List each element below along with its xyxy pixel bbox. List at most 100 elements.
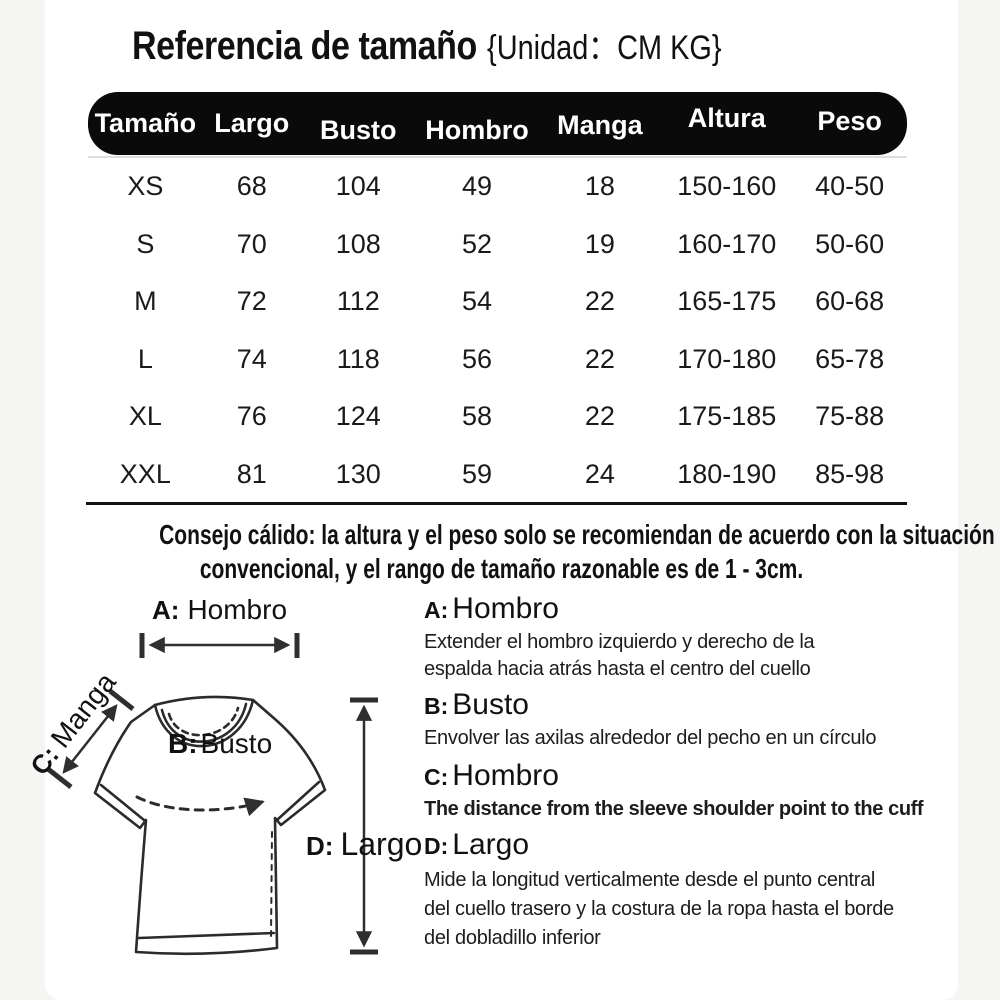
hem-line (137, 931, 276, 940)
table-cell: 72 (236, 286, 267, 317)
guide-description: Mide la longitud verticalmente desde el … (424, 869, 894, 949)
diagram-label-largo: D: Largo (306, 826, 422, 863)
table-cell: 59 (461, 458, 493, 489)
label-text: Hombro (187, 594, 288, 625)
table-cell: 76 (236, 401, 267, 432)
guide-letter: B: (424, 693, 449, 719)
diagram-label-busto: B: Busto (168, 728, 272, 760)
table-cell: 58 (461, 401, 493, 432)
table-cell: 104 (335, 171, 381, 202)
table-cell: 50-60 (815, 228, 885, 259)
left-cuff-line (99, 783, 146, 822)
guide-section-hombro: A: Hombro Extender el hombro izquierdo y… (424, 591, 972, 683)
right-cuff-line (275, 780, 321, 822)
guide-heading: C: Hombro (424, 758, 972, 795)
collar-outer (153, 698, 255, 748)
collar-back (153, 695, 255, 707)
column-header-busto: Busto (320, 115, 397, 145)
title-text: Referencia de tamaño (132, 24, 477, 68)
table-cell: 68 (236, 171, 267, 202)
table-cell: 118 (336, 343, 380, 374)
column-header-manga: Manga (557, 110, 643, 140)
warm-tip-note: Consejo cálido: la altura y el peso solo… (45, 518, 995, 586)
table-cell: 65-78 (815, 343, 885, 374)
guide-name: Busto (452, 688, 529, 721)
table-cell: 22 (584, 401, 615, 432)
bust-dashed-arrow (135, 795, 265, 817)
table-cell: 160-170 (677, 228, 777, 259)
guide-heading: A: Hombro (424, 591, 972, 628)
table-cell: 52 (461, 228, 493, 259)
measurement-guide: A: Hombro Extender el hombro izquierdo y… (424, 591, 972, 953)
column-header-tamano: Tamaño (94, 108, 197, 138)
tshirt-drawing (46, 633, 378, 956)
shoulder-measure-arrow (139, 633, 300, 658)
guide-description: The distance from the sleeve shoulder po… (424, 798, 924, 820)
guide-letter: A: (424, 597, 449, 623)
tshirt-diagram: A: Hombro C: Manga B: Busto D: Largo (0, 580, 422, 1000)
table-cell: 175-185 (677, 401, 777, 432)
label-letter: D: (306, 831, 334, 861)
page-title: Referencia de tamaño {Unidad：CM KG} (132, 20, 722, 69)
table-row-xs: XS 68 104 49 18 150-160 40-50 (88, 158, 907, 216)
table-cell: 170-180 (677, 343, 777, 374)
table-cell: 24 (584, 458, 615, 489)
table-row-s: S 70 108 52 19 160-170 50-60 (88, 216, 907, 274)
collar-seam-dashed (167, 706, 240, 737)
table-cell: 56 (461, 343, 493, 374)
size-table-header: Tamaño Largo Busto Hombro Manga Altura P… (88, 92, 907, 155)
size-label: S (136, 228, 155, 259)
size-label: XL (128, 401, 162, 432)
table-cell: 180-190 (677, 458, 777, 489)
title-unit: {Unidad：CM KG} (487, 29, 722, 67)
guide-letter: D: (424, 833, 449, 859)
table-cell: 75-88 (815, 401, 885, 432)
table-cell: 19 (584, 228, 615, 259)
table-cell: 49 (461, 171, 493, 202)
table-cell: 150-160 (677, 171, 777, 202)
guide-description: Extender el hombro izquierdo y derecho d… (424, 631, 815, 680)
column-header-hombro: Hombro (425, 115, 529, 145)
size-label: XS (127, 171, 164, 202)
size-label: M (134, 286, 157, 317)
guide-name: Hombro (452, 592, 559, 625)
guide-heading: B: Busto (424, 687, 972, 724)
note-line: Consejo cálido: la altura y el peso solo… (159, 519, 995, 550)
table-row-m: M 72 112 54 22 165-175 60-68 (88, 273, 907, 331)
guide-name: Largo (452, 828, 530, 861)
table-cell: 40-50 (815, 171, 885, 202)
table-row-l: L 74 118 56 22 170-180 65-78 (88, 331, 907, 389)
tshirt-outline (93, 695, 327, 956)
label-text: Busto (200, 728, 273, 759)
table-cell: 22 (584, 286, 615, 317)
table-bottom-border (86, 502, 907, 505)
table-cell: 81 (236, 458, 267, 489)
column-header-peso: Peso (817, 106, 882, 136)
table-cell: 18 (584, 171, 615, 202)
label-text: Largo (340, 826, 423, 862)
table-cell: 165-175 (677, 286, 777, 317)
table-cell: 70 (236, 228, 267, 259)
column-header-altura: Altura (687, 103, 766, 133)
size-label: L (137, 343, 153, 374)
note-line: convencional, y el rango de tamaño razon… (199, 553, 804, 584)
column-header-largo: Largo (214, 108, 290, 138)
diagram-label-hombro: A: Hombro (152, 594, 287, 626)
sleeve-measure-arrow (46, 689, 135, 789)
table-row-xl: XL 76 124 58 22 175-185 75-88 (88, 388, 907, 446)
side-seam-dashed (270, 831, 273, 939)
table-cell: 108 (335, 228, 381, 259)
collar-inner (160, 702, 248, 743)
label-letter: A: (152, 595, 180, 625)
label-letter: B: (168, 728, 198, 759)
table-cell: 60-68 (815, 286, 885, 317)
table-cell: 74 (236, 343, 267, 374)
table-cell: 54 (461, 286, 493, 317)
table-cell: 112 (336, 286, 380, 317)
guide-name: Hombro (452, 759, 559, 792)
table-cell: 22 (584, 343, 615, 374)
guide-section-busto: B: Busto Envolver las axilas alrededor d… (424, 687, 972, 752)
length-measure-arrow (350, 697, 378, 955)
table-cell: 85-98 (815, 458, 885, 489)
